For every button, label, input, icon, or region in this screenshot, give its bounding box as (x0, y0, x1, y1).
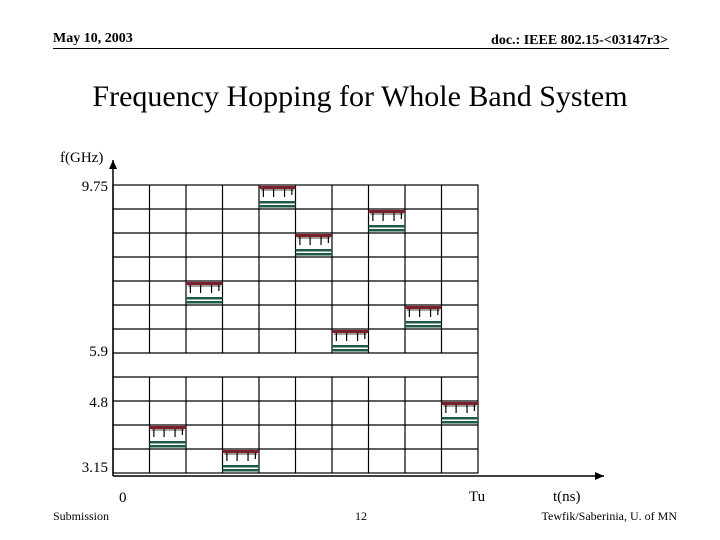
y-tick-4-8: 4.8 (89, 395, 108, 411)
hop-bottom-bar (368, 229, 405, 232)
hop-symbol (295, 234, 332, 256)
hop-top-bar (441, 402, 478, 405)
header-divider (53, 48, 669, 49)
hop-bottom-bar (295, 253, 332, 256)
x-tu-label: Tu (469, 489, 486, 505)
x-origin-label: 0 (119, 490, 127, 506)
hop-bottom-bar (222, 465, 259, 468)
y-axis-label: f(GHz) (60, 150, 104, 166)
hop-symbol (222, 450, 259, 472)
hop-symbol (441, 402, 478, 424)
hop-top-bar (259, 186, 296, 189)
hop-bottom-bar (441, 421, 478, 424)
hop-bottom-bar (186, 301, 223, 304)
header-date: May 10, 2003 (53, 31, 133, 46)
header-doc-id: doc.: IEEE 802.15-<03147r3> (491, 33, 668, 48)
hop-symbol (368, 210, 405, 232)
hop-symbol (186, 282, 223, 304)
hop-top-bar (222, 450, 259, 453)
hop-top-bar (332, 330, 369, 333)
y-tick-3-15: 3.15 (81, 460, 108, 476)
hop-bottom-bar (405, 325, 442, 328)
footer-page-number: 12 (355, 509, 367, 523)
hop-bottom-bar (368, 225, 405, 228)
hop-bottom-bar (441, 417, 478, 420)
hop-bottom-bar (405, 321, 442, 324)
slide-title: Frequency Hopping for Whole Band System (92, 80, 628, 113)
y-tick-9-75: 9.75 (81, 179, 108, 195)
hop-symbols (149, 186, 478, 472)
hop-top-bar (368, 210, 405, 213)
hop-bottom-bar (259, 205, 296, 208)
hop-top-bar (405, 306, 442, 309)
hop-symbol (405, 306, 442, 328)
hop-bottom-bar (222, 469, 259, 472)
hop-bottom-bar (259, 201, 296, 204)
hop-top-bar (186, 282, 223, 285)
time-frequency-grid (112, 184, 479, 474)
hop-bottom-bar (149, 441, 186, 444)
hop-bottom-bar (332, 349, 369, 352)
hop-top-bar (149, 426, 186, 429)
footer-submission: Submission (53, 509, 110, 523)
hop-top-bar (295, 234, 332, 237)
y-tick-5-9: 5.9 (89, 344, 108, 360)
hop-bottom-bar (295, 249, 332, 252)
hop-bottom-bar (149, 445, 186, 448)
x-axis-label: t(ns) (553, 489, 581, 505)
hop-symbol (332, 330, 369, 352)
footer-authors: Tewfik/Saberinia, U. of MN (541, 509, 677, 523)
hop-symbol (149, 426, 186, 448)
hop-bottom-bar (332, 345, 369, 348)
hop-symbol (259, 186, 296, 208)
hop-bottom-bar (186, 297, 223, 300)
